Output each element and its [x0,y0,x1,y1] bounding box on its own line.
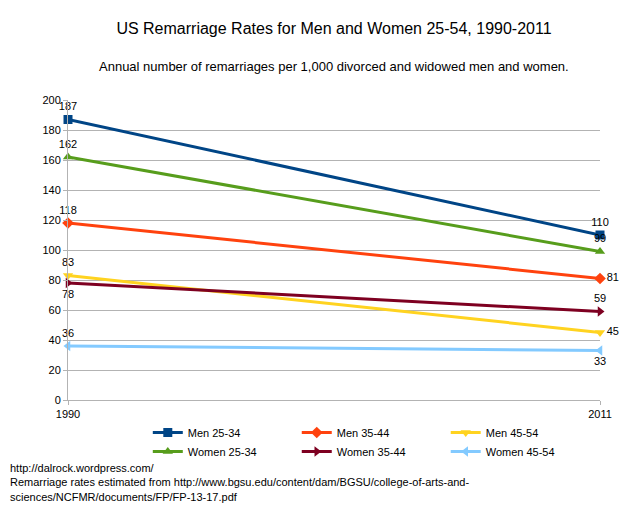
svg-text:110: 110 [591,216,609,228]
svg-text:187: 187 [59,100,77,112]
svg-text:0: 0 [55,394,61,406]
svg-text:Men 25-34: Men 25-34 [188,427,241,439]
svg-text:33: 33 [594,355,606,367]
svg-text:60: 60 [49,304,61,316]
svg-text:200: 200 [42,94,60,106]
svg-text:Men 35-44: Men 35-44 [337,427,390,439]
svg-text:Men 45-54: Men 45-54 [486,427,539,439]
svg-text:Women 25-34: Women 25-34 [188,446,257,458]
svg-text:Women 45-54: Women 45-54 [486,446,555,458]
svg-text:US Remarriage Rates for Men an: US Remarriage Rates for Men and Women 25… [116,20,551,37]
svg-text:2011: 2011 [588,408,612,420]
svg-text:99: 99 [594,232,606,244]
svg-text:81: 81 [607,271,619,283]
svg-text:20: 20 [49,364,61,376]
svg-text:Annual number of remarriages p: Annual number of remarriages per 1,000 d… [99,59,569,74]
svg-text:http://dalrock.wordpress.com/R: http://dalrock.wordpress.com/Remarriage … [10,462,469,503]
svg-text:118: 118 [59,204,77,216]
svg-text:36: 36 [62,327,74,339]
svg-text:45: 45 [607,325,619,337]
svg-text:78: 78 [62,288,74,300]
svg-text:162: 162 [59,138,77,150]
svg-text:100: 100 [42,244,60,256]
svg-text:83: 83 [62,256,74,268]
svg-text:80: 80 [49,274,61,286]
svg-text:160: 160 [42,154,60,166]
svg-text:Women 35-44: Women 35-44 [337,446,406,458]
svg-text:1990: 1990 [56,408,80,420]
svg-text:180: 180 [42,124,60,136]
svg-text:140: 140 [42,184,60,196]
svg-text:40: 40 [49,334,61,346]
svg-text:59: 59 [594,292,606,304]
svg-text:120: 120 [42,214,60,226]
